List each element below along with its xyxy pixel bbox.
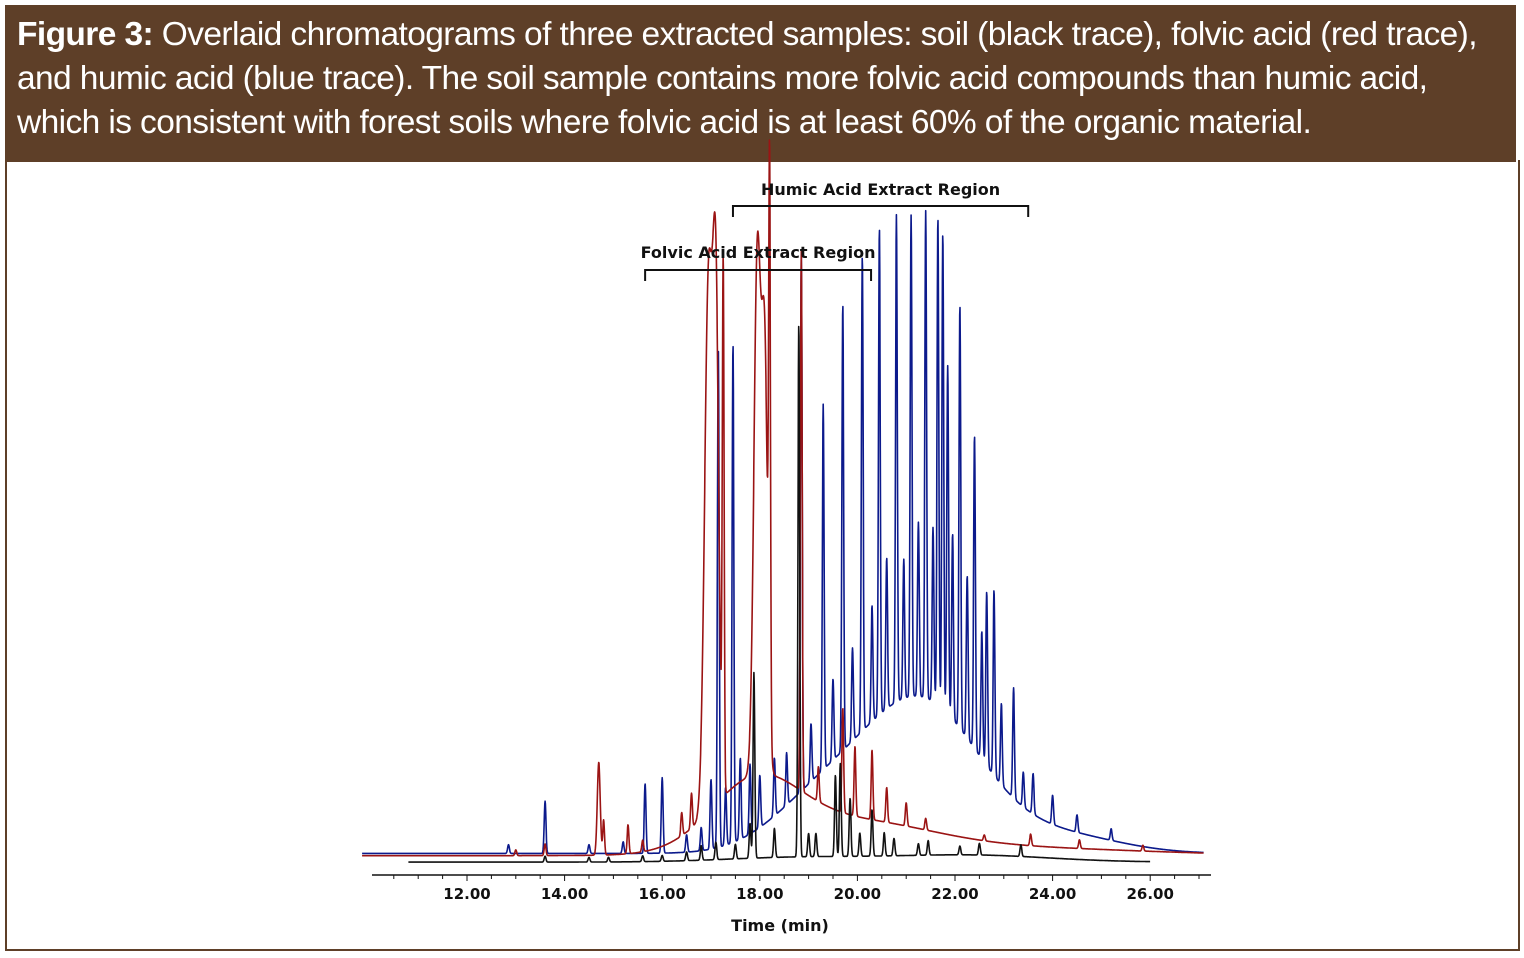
- x-tick-label: 22.00: [931, 885, 978, 903]
- folvic-trace: [361, 139, 1205, 857]
- x-axis-label: Time (min): [731, 916, 829, 935]
- humic-region-bracket: [731, 205, 1030, 217]
- chart-frame: [5, 160, 1520, 951]
- caption-text: Overlaid chromatograms of three extracte…: [17, 16, 1478, 141]
- x-axis: 12.00 14.00 16.00 18.00 20.00 22.00 24.00 26.00: [372, 874, 1211, 903]
- series-layer: [361, 139, 1205, 863]
- x-tick-label: 18.00: [736, 885, 783, 903]
- x-tick-label: 14.00: [541, 885, 588, 903]
- x-tick-label: 24.00: [1029, 885, 1076, 903]
- annotations: Folvic Acid Extract Region Humic Acid Ex…: [641, 180, 1030, 281]
- folvic-region-bracket: [644, 269, 873, 281]
- x-tick-label: 12.00: [443, 885, 490, 903]
- x-tick-label: 26.00: [1126, 885, 1173, 903]
- humic-trace: [361, 209, 1205, 855]
- figure-caption: Figure 3: Overlaid chromatograms of thre…: [5, 5, 1516, 162]
- humic-region-label: Humic Acid Extract Region: [761, 180, 1000, 199]
- folvic-region-label: Folvic Acid Extract Region: [641, 243, 876, 262]
- x-tick-label: 20.00: [834, 885, 881, 903]
- caption-label: Figure 3:: [17, 16, 154, 53]
- soil-trace: [407, 325, 1151, 863]
- x-tick-label: 16.00: [638, 885, 685, 903]
